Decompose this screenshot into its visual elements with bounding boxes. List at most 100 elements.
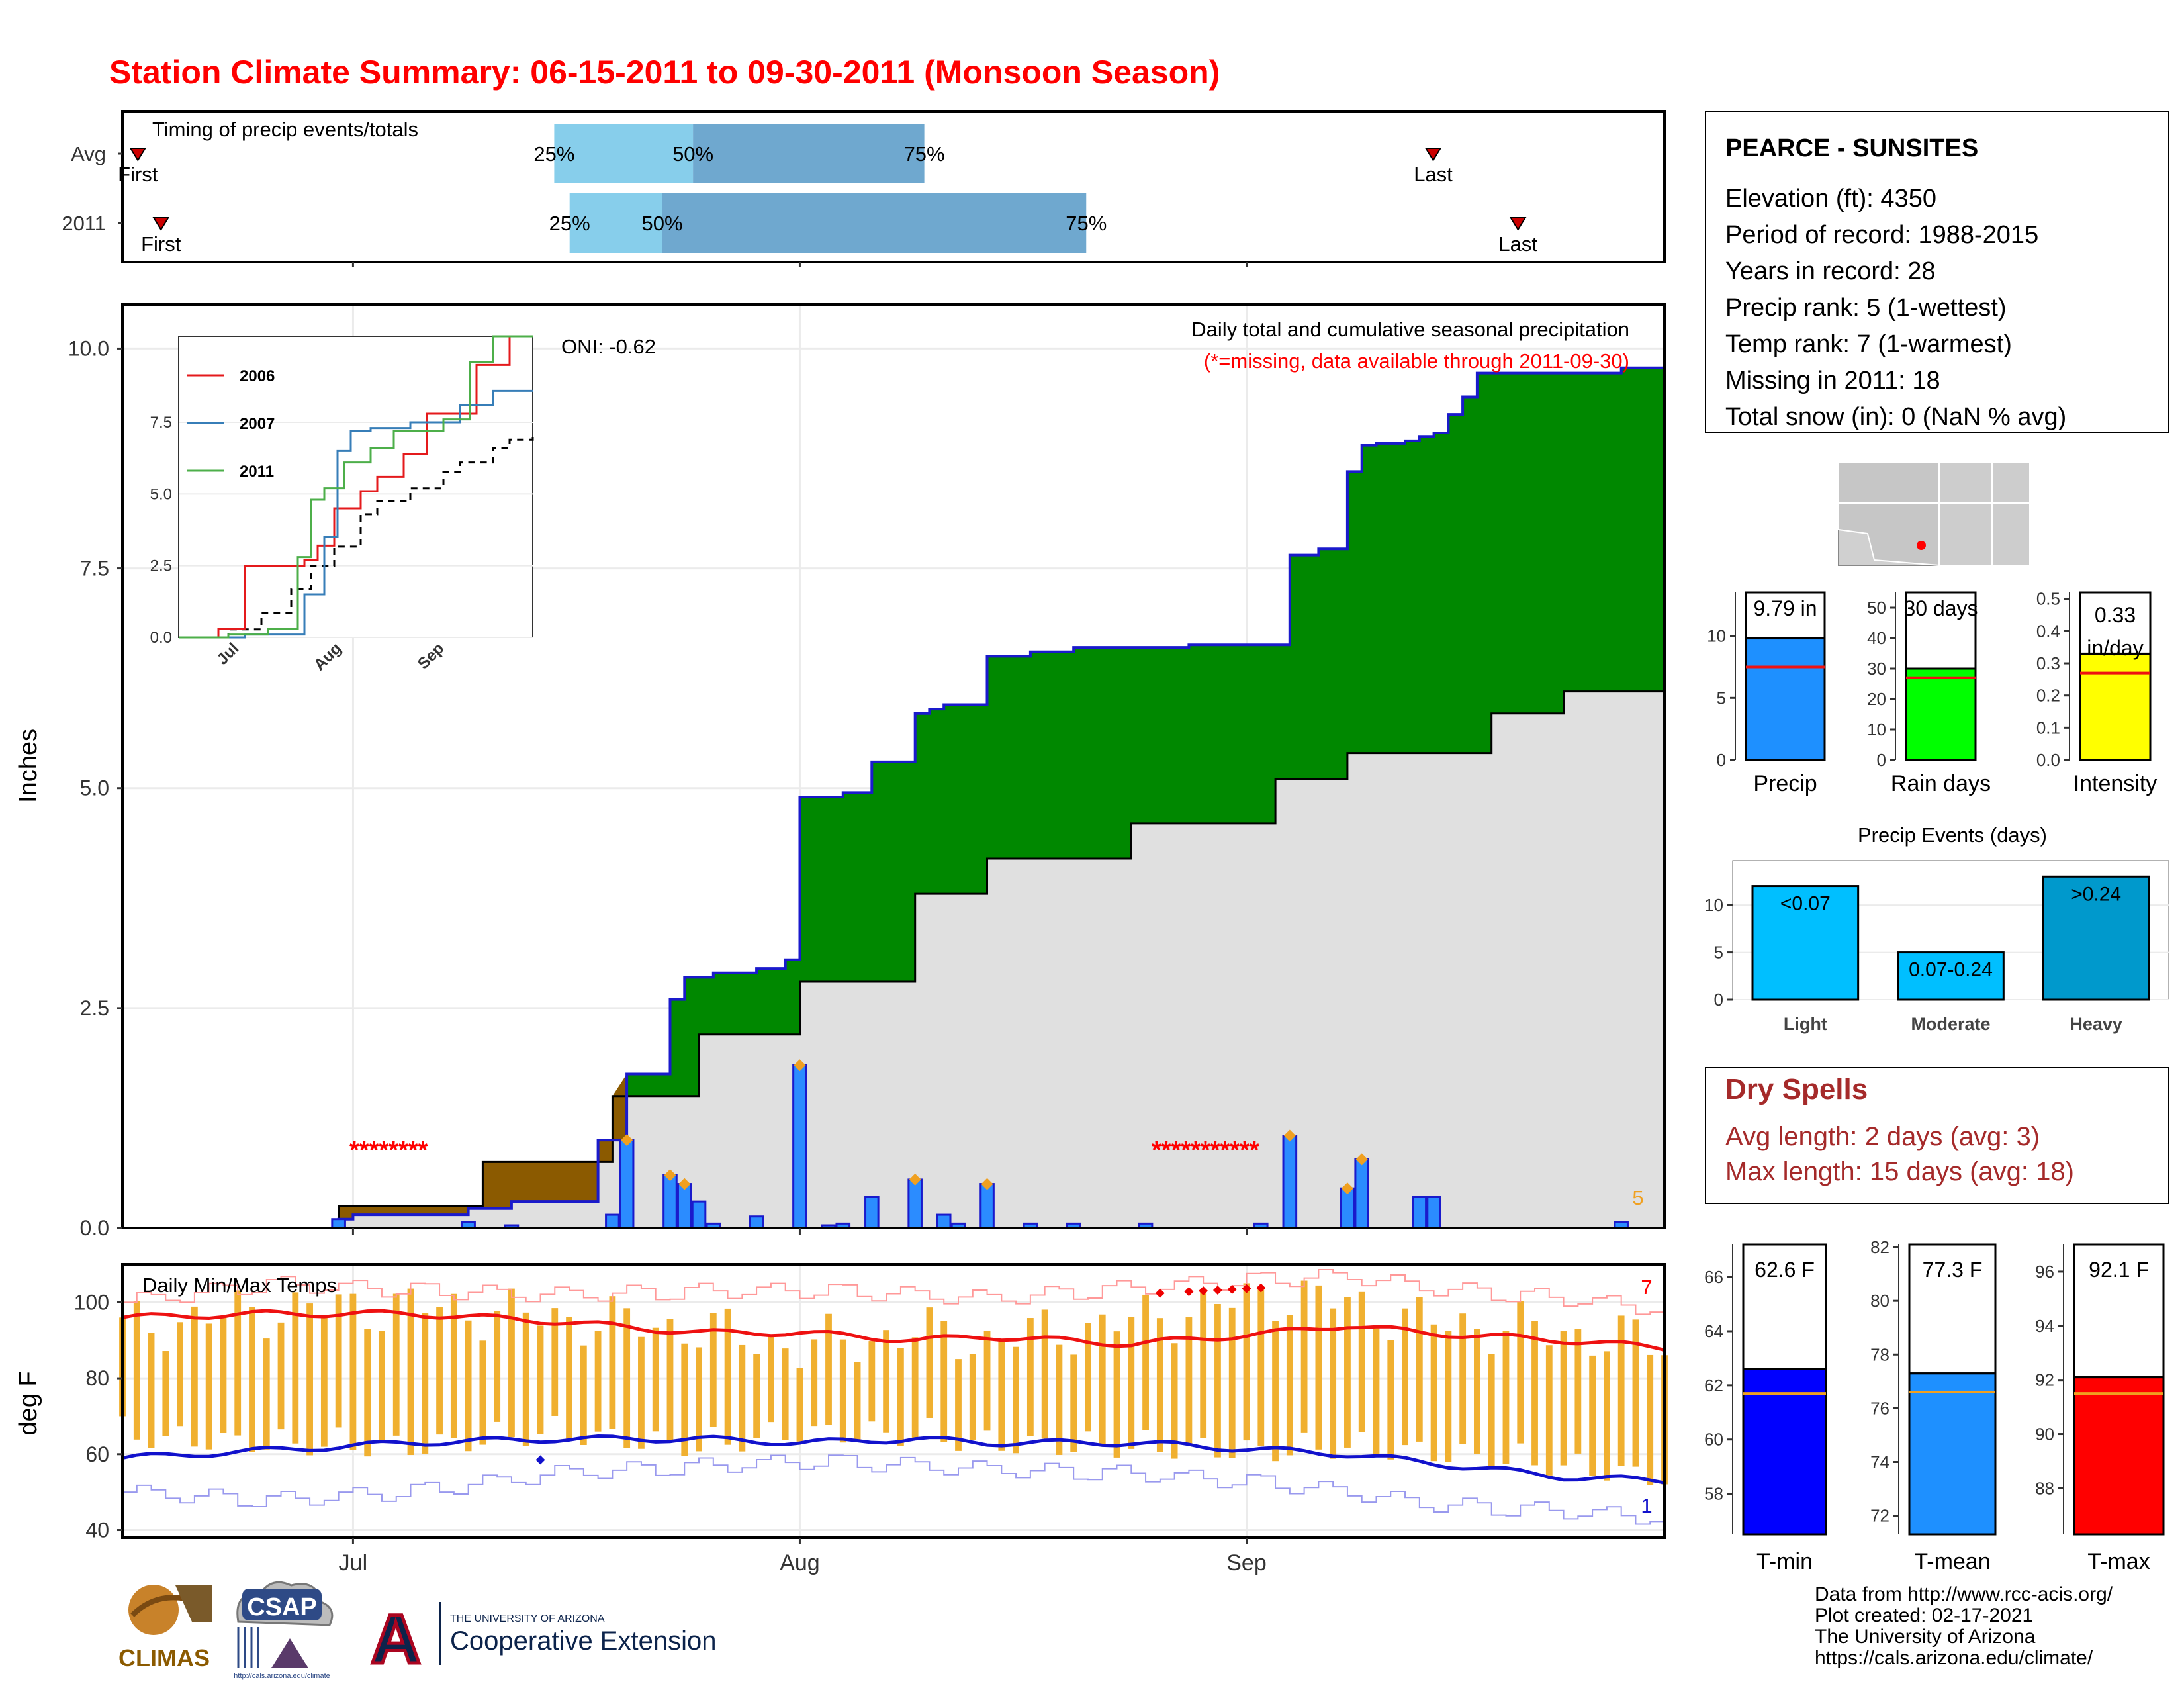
daily-temp-range-bar (969, 1354, 976, 1440)
events-bar-value: <0.07 (1780, 893, 1831, 915)
temp-panel: Daily Min/Max Temps 7 1 40 60 80 100 deg F (15, 1263, 1668, 1542)
daily-precip-bar (936, 1213, 952, 1229)
timing-first-marker (152, 217, 170, 231)
summary_bars-y-tick: 0 (1877, 750, 1886, 770)
daily-precip-bar (1426, 1196, 1441, 1229)
precip-y-label: Inches (15, 729, 42, 803)
daily-temp-range-bar (983, 1331, 991, 1431)
daily-temp-range-bar (522, 1312, 529, 1446)
summary_bars-y-tick: 30 (1867, 659, 1886, 679)
timing-bar-25-50 (569, 193, 662, 253)
inset-legend-label: 2006 (240, 367, 275, 385)
csap-logo: CSAP http://cals.arizona.edu/climate (234, 1581, 334, 1680)
inset-y-tick: 5.0 (150, 485, 172, 503)
daily-precip-bar (979, 1183, 995, 1229)
daily-temp-range-bar (1214, 1303, 1221, 1458)
footer-logos: CLIMAS CSAP http://cals.arizona.edu/clim… (118, 1581, 716, 1680)
daily-temp-range-bar (868, 1341, 876, 1422)
daily-temp-range-bar (911, 1337, 919, 1439)
daily-temp-range-bar (537, 1325, 544, 1434)
heavy-event-marker (909, 1173, 921, 1186)
timing-panel: Timing of precip events/totals Avg 25% 50%… (62, 110, 1666, 263)
daily-temp-range-bar (811, 1339, 818, 1427)
summary_bars-y-tick: 40 (1867, 628, 1886, 648)
summary_bars-y-tick: 20 (1867, 689, 1886, 709)
temp_bars-y-tick: 64 (1704, 1321, 1723, 1341)
precip-y-tick-label: 2.5 (80, 996, 109, 1020)
daily-temp-range-bar (1085, 1323, 1091, 1432)
daily-precip-bar (619, 1139, 635, 1229)
station-info-line: Temp rank: 7 (1-warmest) (1725, 330, 2012, 358)
timing-last-marker (1509, 217, 1527, 231)
timing-first-label: First (118, 163, 158, 186)
daily-temp-range-bar (177, 1322, 184, 1427)
daily-temp-range-bar (551, 1308, 559, 1416)
record-min-line (122, 1454, 1665, 1525)
timing-p50-label: 50% (672, 142, 713, 165)
daily-precip-bar (662, 1174, 678, 1229)
inset-2007-line (179, 389, 533, 639)
daily-temp-range-bar (1531, 1321, 1538, 1466)
daily-temp-range-bar (1257, 1288, 1265, 1446)
daily-temp-range-bar (1228, 1307, 1236, 1458)
daily-temp-range-bar (436, 1307, 443, 1435)
inset-legend-label: 2007 (240, 415, 275, 433)
daily-temp-range-bar (652, 1327, 659, 1432)
daily-temp-range-bar (263, 1338, 270, 1450)
daily-temp-range-bar (1589, 1355, 1596, 1476)
summary-bar-value: 0.33 (2095, 603, 2136, 627)
precip-plot-title: Daily total and cumulative seasonal prec… (1191, 318, 1629, 341)
summary-bar-frame (2079, 591, 2152, 655)
inset-y-tick: 7.5 (150, 414, 172, 432)
daily-temp-range-bar (768, 1336, 774, 1423)
daily-temp-range-bar (1315, 1285, 1322, 1450)
daily-temp-range-bar (1358, 1291, 1365, 1432)
daily-temp-range-bar (292, 1292, 299, 1444)
csap-url: http://cals.arizona.edu/climate (234, 1672, 330, 1680)
summary-bar-value: 30 days (1903, 596, 1978, 620)
summary_bars-bar (2079, 652, 2152, 761)
station-info-line: Precip rank: 5 (1-wettest) (1725, 294, 2006, 322)
daily-temp-range-bar (1013, 1346, 1019, 1454)
station-location-dot (1917, 541, 1926, 550)
temp_bars-y-tick: 80 (1870, 1291, 1889, 1311)
daily-temp-range-bar (839, 1339, 846, 1443)
daily-temp-range-bar (1373, 1325, 1380, 1454)
ua-extension: Cooperative Extension (450, 1626, 716, 1656)
oni-label: ONI: -0.62 (561, 335, 656, 358)
temp-y-tick-label: 40 (85, 1519, 109, 1542)
record-high-marker (1242, 1284, 1251, 1293)
timing-last-label: Last (1414, 163, 1453, 186)
avg-min-line (122, 1434, 1665, 1485)
daily-temp-range-bar (1560, 1331, 1567, 1466)
temp_bars-y-tick: 92 (2035, 1370, 2054, 1390)
daily-temp-range-bar (1026, 1318, 1034, 1436)
precip-y-tick-label: 10.0 (68, 336, 109, 360)
heavy-event-marker (981, 1178, 993, 1190)
events-y-tick: 5 (1714, 943, 1723, 962)
daily-temp-range-bar (796, 1368, 803, 1442)
daily-precip-bar (691, 1200, 707, 1229)
summary_bars-y-tick: 0.3 (2036, 653, 2060, 673)
daily-precip-bar (1412, 1196, 1428, 1229)
temp-plot-title: Daily Min/Max Temps (142, 1274, 337, 1297)
temp-y-tick-label: 100 (74, 1290, 109, 1314)
daily-temp-range-bar (566, 1317, 572, 1439)
summary-bar-label: Precip (1753, 771, 1817, 796)
daily-precip-bar (605, 1213, 620, 1229)
daily-temp-range-bar (1128, 1317, 1135, 1449)
daily-temp-range-bar (392, 1293, 400, 1436)
inset-legend-label: 2011 (240, 463, 274, 481)
daily-temp-range-bar (335, 1294, 342, 1428)
avg-max-line (122, 1309, 1665, 1352)
daily-temp-range-bar (450, 1293, 457, 1438)
daily-temp-range-bar (638, 1336, 645, 1449)
summary_bars-y-tick: 0.0 (2036, 750, 2060, 770)
temp_bars-y-tick: 96 (2035, 1262, 2054, 1282)
inset-2011-line (179, 335, 533, 639)
daily-temp-range-bar (897, 1348, 904, 1446)
daily-temp-range-bar (1617, 1315, 1625, 1466)
temp-count-high: 7 (1641, 1276, 1652, 1299)
timing-bar-50-75 (662, 193, 1087, 253)
inset-average-line (179, 433, 534, 639)
